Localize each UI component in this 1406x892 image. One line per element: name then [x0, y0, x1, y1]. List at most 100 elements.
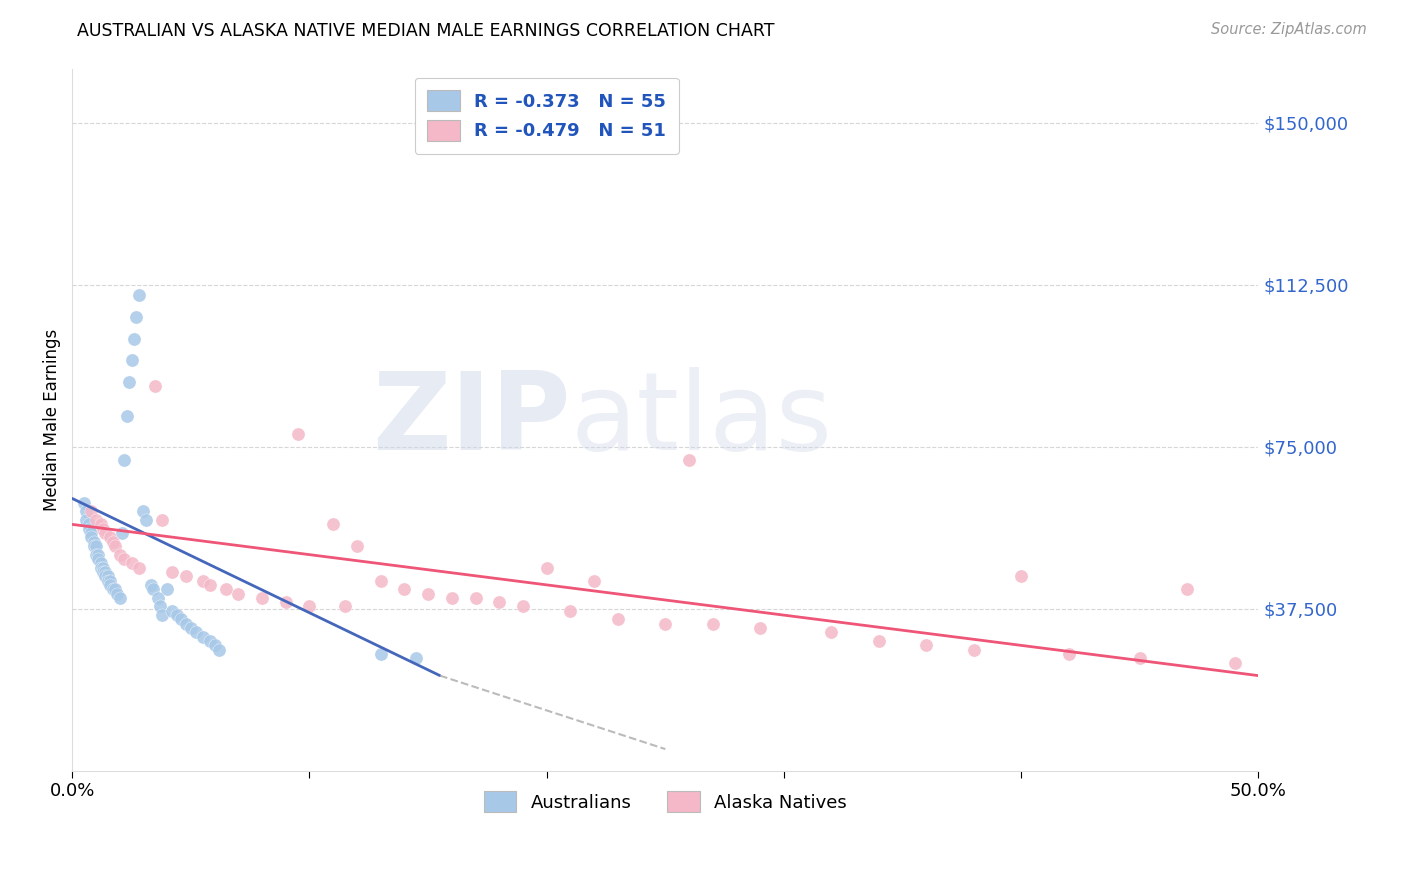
Point — [121, 353, 143, 368]
Point — [143, 379, 166, 393]
Point — [250, 591, 273, 605]
Point — [198, 578, 221, 592]
Point — [346, 539, 368, 553]
Point — [1010, 569, 1032, 583]
Legend: Australians, Alaska Natives: Australians, Alaska Natives — [471, 779, 860, 825]
Point — [75, 504, 97, 518]
Point — [80, 526, 103, 541]
Point — [820, 625, 842, 640]
Point — [115, 409, 138, 424]
Point — [77, 517, 100, 532]
Point — [749, 621, 772, 635]
Point — [142, 582, 165, 597]
Text: AUSTRALIAN VS ALASKA NATIVE MEDIAN MALE EARNINGS CORRELATION CHART: AUSTRALIAN VS ALASKA NATIVE MEDIAN MALE … — [77, 22, 775, 40]
Point — [191, 574, 214, 588]
Point — [112, 552, 135, 566]
Point — [80, 530, 103, 544]
Point — [101, 534, 124, 549]
Point — [97, 569, 120, 583]
Point — [101, 582, 124, 597]
Point — [298, 599, 321, 614]
Point — [160, 565, 183, 579]
Point — [322, 517, 344, 532]
Point — [1175, 582, 1198, 597]
Point — [440, 591, 463, 605]
Point — [149, 599, 172, 614]
Text: ZIP: ZIP — [373, 367, 571, 473]
Point — [416, 586, 439, 600]
Point — [84, 513, 107, 527]
Point — [198, 634, 221, 648]
Point — [166, 608, 188, 623]
Point — [1129, 651, 1152, 665]
Point — [122, 332, 145, 346]
Point — [146, 591, 169, 605]
Point — [204, 639, 226, 653]
Point — [678, 452, 700, 467]
Point — [464, 591, 486, 605]
Point — [139, 578, 162, 592]
Point — [180, 621, 202, 635]
Point — [654, 616, 676, 631]
Point — [191, 630, 214, 644]
Point — [112, 452, 135, 467]
Point — [87, 548, 110, 562]
Point — [536, 560, 558, 574]
Point — [606, 612, 628, 626]
Y-axis label: Median Male Earnings: Median Male Earnings — [44, 328, 60, 511]
Point — [97, 574, 120, 588]
Point — [583, 574, 606, 588]
Point — [174, 569, 197, 583]
Point — [84, 548, 107, 562]
Point — [128, 560, 150, 574]
Point — [174, 616, 197, 631]
Point — [560, 604, 582, 618]
Point — [91, 565, 114, 579]
Point — [488, 595, 510, 609]
Point — [77, 522, 100, 536]
Point — [150, 608, 173, 623]
Point — [215, 582, 238, 597]
Point — [91, 522, 114, 536]
Point — [94, 565, 117, 579]
Point — [91, 560, 114, 574]
Point — [405, 651, 427, 665]
Point — [121, 556, 143, 570]
Point — [333, 599, 356, 614]
Point — [1057, 647, 1080, 661]
Point — [87, 552, 110, 566]
Point — [108, 548, 131, 562]
Point — [80, 504, 103, 518]
Point — [98, 578, 121, 592]
Point — [160, 604, 183, 618]
Point — [83, 539, 105, 553]
Point — [1223, 656, 1246, 670]
Point — [370, 647, 392, 661]
Point — [287, 426, 309, 441]
Point — [108, 591, 131, 605]
Point — [83, 534, 105, 549]
Point — [90, 517, 112, 532]
Point — [94, 569, 117, 583]
Point — [111, 526, 134, 541]
Point — [512, 599, 534, 614]
Point — [98, 530, 121, 544]
Point — [98, 574, 121, 588]
Point — [90, 556, 112, 570]
Point — [135, 513, 157, 527]
Point — [75, 513, 97, 527]
Point — [702, 616, 724, 631]
Point — [394, 582, 416, 597]
Point — [208, 642, 231, 657]
Point — [90, 560, 112, 574]
Text: Source: ZipAtlas.com: Source: ZipAtlas.com — [1211, 22, 1367, 37]
Point — [132, 504, 155, 518]
Text: atlas: atlas — [571, 367, 832, 473]
Point — [125, 310, 148, 324]
Point — [226, 586, 249, 600]
Point — [118, 375, 141, 389]
Point — [156, 582, 179, 597]
Point — [963, 642, 986, 657]
Point — [94, 526, 117, 541]
Point — [150, 513, 173, 527]
